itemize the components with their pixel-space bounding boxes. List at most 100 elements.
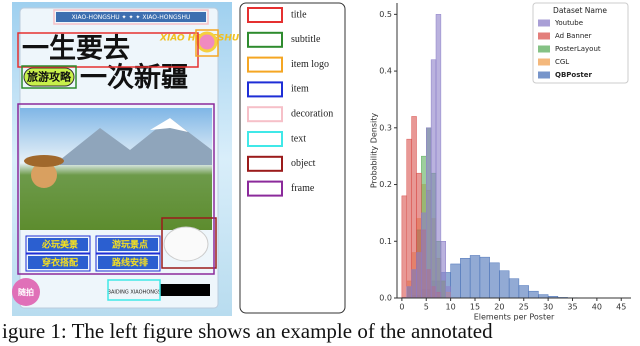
- histogram-bar: [435, 14, 442, 299]
- legend-label: title: [291, 9, 307, 20]
- box-item: [25, 235, 91, 254]
- legend-label: CGL: [555, 58, 569, 66]
- items: 必玩美景 游玩景点 穿衣搭配 路线安排: [28, 238, 158, 269]
- x-tick-label: 35: [567, 303, 577, 312]
- badge: [12, 278, 40, 306]
- legend-label: object: [291, 158, 316, 169]
- x-tick-label: 25: [519, 303, 529, 312]
- histogram-bar: [469, 255, 481, 299]
- character: [31, 162, 57, 188]
- histogram-bar: [401, 195, 407, 299]
- y-axis-label: Probability Density: [370, 113, 379, 189]
- item-text: 路线安排: [112, 257, 148, 269]
- legend-swatch: [247, 106, 283, 123]
- x-tick-label: 0: [399, 303, 404, 312]
- y-tick-label: 0.4: [379, 67, 392, 76]
- x-tick-label: 40: [592, 303, 602, 312]
- box-text: [107, 279, 161, 301]
- item-text: 必玩美景: [41, 239, 78, 251]
- poster-title: 一生要去: [22, 34, 130, 65]
- y-tick-label: 0.2: [379, 180, 392, 189]
- legend-swatch: [247, 131, 283, 147]
- chart: 0.0 0.1 0.2 0.3 0.4 0.5 0 5 10 15 20 25 30 35 40 45 Elem…: [370, 2, 631, 322]
- legend-swatch: [247, 31, 283, 48]
- y-tick-label: 0.1: [379, 237, 392, 246]
- poster-subtitle: 旅游攻略: [27, 70, 72, 84]
- hat: [24, 155, 64, 167]
- legend-swatch: [538, 71, 550, 79]
- histogram-bar: [416, 252, 422, 299]
- histogram-bar: [508, 278, 520, 299]
- legend-swatch: [538, 58, 550, 66]
- legend-swatch: [247, 180, 283, 197]
- legend-label: frame: [291, 183, 315, 194]
- histogram-bar: [421, 212, 427, 299]
- legend-label: Ad Banner: [555, 32, 592, 40]
- box-item: [95, 235, 161, 254]
- legend-swatch: [538, 32, 550, 40]
- legend-swatch: [247, 7, 283, 23]
- item-bg: [28, 238, 88, 251]
- annotation-legend-items: title subtitle item logo item decoration text…: [247, 7, 333, 197]
- banner-text: XIAO-HONGSHU ✦ ✦ ✦ XIAO-HONGSHU: [72, 14, 191, 21]
- box-frame: [17, 103, 215, 275]
- box-item: [25, 253, 91, 272]
- x-tick-label: 30: [543, 303, 553, 312]
- subtitle-bg: [23, 67, 75, 87]
- legend-swatch: [247, 155, 283, 172]
- box-decoration: [53, 9, 209, 25]
- legend-label: item logo: [291, 59, 329, 70]
- item-text: 游玩景点: [112, 239, 148, 251]
- histogram-bar: [440, 241, 446, 299]
- legend-title: Dataset Name: [553, 6, 607, 15]
- legend-swatch: [538, 19, 550, 27]
- banner-bg: [56, 12, 206, 22]
- histogram-bar: [528, 290, 539, 299]
- legend-swatch: [538, 45, 550, 53]
- footer-text: BAIDING XIAOHONGSHU: [108, 290, 169, 296]
- histogram-bar: [518, 285, 529, 299]
- histogram-bar: [445, 286, 451, 299]
- x-tick-label: 5: [424, 303, 429, 312]
- histogram-bar: [460, 258, 471, 299]
- histogram-bar: [489, 262, 500, 299]
- legend-label: subtitle: [291, 34, 321, 45]
- y-tick-label: 0.0: [379, 294, 392, 303]
- x-tick-label: 45: [616, 303, 626, 312]
- legend-label: decoration: [291, 108, 333, 119]
- item-bg: [28, 256, 88, 269]
- snow: [150, 118, 188, 132]
- histogram-bar: [450, 263, 461, 299]
- box-title: [17, 32, 199, 68]
- histogram-bar: [479, 256, 490, 299]
- histogram-bar: [499, 270, 510, 299]
- x-tick-label: 10: [446, 303, 456, 312]
- legend-label: QBPoster: [555, 71, 592, 79]
- sheep: [163, 226, 209, 262]
- legend-label: PosterLayout: [555, 45, 601, 53]
- box-subtitle: [21, 65, 77, 89]
- histogram-bar: [430, 59, 437, 299]
- legend-swatch: [247, 56, 283, 73]
- box-item: [95, 253, 161, 272]
- legend-label: item: [291, 84, 309, 95]
- x-tick-label: 15: [470, 303, 480, 312]
- barcode: [160, 284, 210, 296]
- legend-label: Youtube: [554, 19, 583, 27]
- badge-text: 随拍: [18, 287, 34, 297]
- caption: igure 1: The left figure shows an exampl…: [2, 319, 493, 343]
- x-axis-label: Elements per Poster: [474, 313, 555, 322]
- y-tick-label: 0.3: [379, 123, 392, 132]
- x-tick-label: 20: [494, 303, 504, 312]
- mountains: [60, 118, 212, 165]
- histogram-bar: [426, 127, 432, 299]
- legend-label: text: [291, 133, 306, 144]
- histogram-bar: [406, 286, 412, 299]
- histogram-bar: [406, 138, 412, 299]
- histogram-bar: [538, 294, 549, 299]
- item-bg: [98, 238, 158, 251]
- legend-box: [532, 2, 629, 84]
- box-object: [161, 217, 217, 269]
- item-text: 穿衣搭配: [42, 257, 78, 269]
